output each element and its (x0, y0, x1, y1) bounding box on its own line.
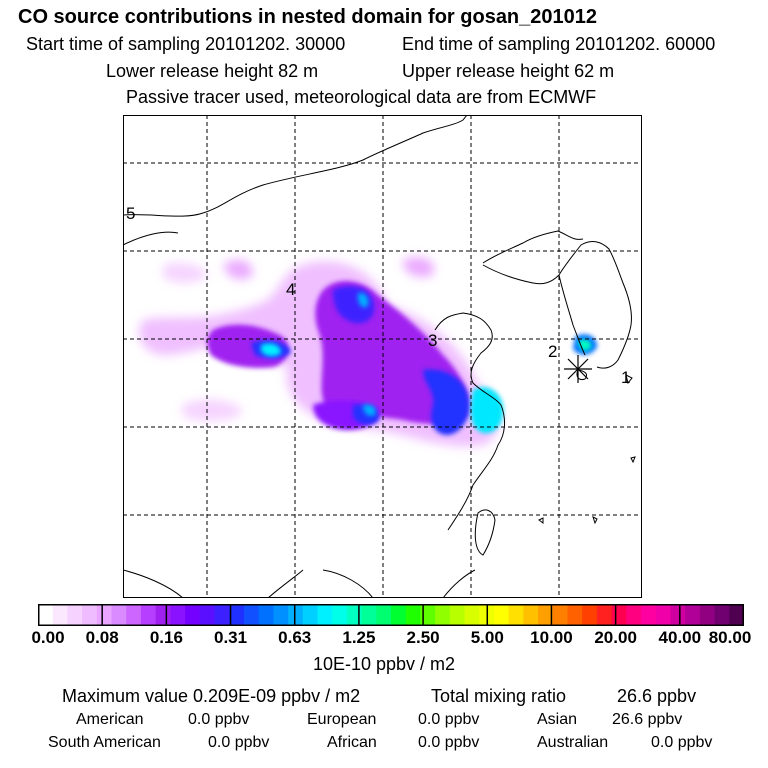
colorbar-swatch (626, 604, 642, 626)
colorbar-units: 10E-10 ppbv / m2 (312, 654, 456, 674)
colorbar-swatch (288, 604, 304, 626)
point-label-3: 3 (428, 331, 437, 350)
colorbar-tick-label: 1.25 (342, 628, 376, 647)
graticule (123, 115, 642, 598)
colorbar-swatch (699, 604, 716, 626)
colorbar-swatch (596, 604, 613, 626)
colorbar-swatch (729, 604, 744, 626)
source-value: 0.0 ppbv (208, 734, 270, 751)
total-mixing-label: Total mixing ratio (431, 686, 567, 706)
source-value: 26.6 ppbv (612, 711, 683, 728)
colorbar-swatch (52, 604, 69, 626)
colorbar-tick-label: 0.00 (31, 628, 65, 647)
source-value: 0.0 ppbv (651, 734, 713, 751)
source-name: European (307, 711, 377, 728)
colorbar-tick-label: 10.00 (530, 628, 573, 647)
colorbar-tick-label: 40.00 (658, 628, 702, 647)
source-value: 0.0 ppbv (188, 711, 250, 728)
colorbar-swatch (405, 604, 422, 626)
colorbar-swatch (655, 604, 672, 626)
colorbar-tick-label: 0.63 (278, 628, 312, 647)
map-frame (123, 115, 642, 598)
colorbar-swatch (523, 604, 539, 626)
point-label-4: 4 (286, 280, 295, 299)
colorbar-swatch (170, 604, 186, 626)
colorbar-swatch (464, 604, 480, 626)
colorbar-swatch (67, 604, 83, 626)
colorbar-swatch (229, 604, 245, 626)
colorbar-swatch (96, 604, 113, 626)
source-value: 0.0 ppbv (418, 711, 480, 728)
source-name: Asian (537, 711, 578, 728)
colorbar-swatch (361, 604, 377, 626)
end-time-label: End time of sampling 20101202. 60000 (402, 34, 716, 54)
point-label-1: 1 (621, 368, 630, 387)
colorbar-swatch (582, 604, 598, 626)
colorbar-swatch (376, 604, 392, 626)
colorbar-tick-label: 5.00 (470, 628, 504, 647)
source-name: American (76, 711, 144, 728)
colorbar-swatch (538, 604, 554, 626)
source-name: South American (48, 734, 161, 751)
colorbar-swatch (567, 604, 583, 626)
colorbar-swatch (420, 604, 436, 626)
colorbar-swatch (670, 604, 686, 626)
colorbar-swatch (641, 604, 657, 626)
colorbar-swatch (258, 604, 274, 626)
colorbar-swatch (82, 604, 98, 626)
colorbar-swatch (449, 604, 466, 626)
colorbar-swatch (435, 604, 451, 626)
tracer-note: Passive tracer used, meteorological data… (126, 87, 597, 107)
source-name: African (327, 734, 377, 751)
source-value: 0.0 ppbv (418, 734, 480, 751)
colorbar-swatch (685, 604, 701, 626)
colorbar-swatch (714, 604, 730, 626)
colorbar (38, 604, 744, 626)
colorbar-swatch (126, 604, 142, 626)
colorbar-swatch (493, 604, 510, 626)
colorbar-tick-label: 20.00 (594, 628, 637, 647)
source-name: Australian (537, 734, 609, 751)
source-map: 1 2 3 4 5 (123, 115, 642, 598)
colorbar-tick-label: 0.16 (149, 628, 183, 647)
colorbar-frame (38, 604, 744, 626)
colorbar-swatch (38, 604, 54, 626)
colorbar-tick-label: 2.50 (406, 628, 440, 647)
colorbar-swatch (611, 604, 627, 626)
colorbar-swatch (346, 604, 363, 626)
lower-release-label: Lower release height 82 m (106, 61, 319, 81)
point-label-2: 2 (548, 342, 557, 361)
colorbar-swatch (185, 604, 201, 626)
colorbar-swatch (317, 604, 333, 626)
concentration-field (139, 257, 597, 447)
colorbar-tick-label: 0.08 (85, 628, 119, 647)
plot-title: CO source contributions in nested domain… (18, 6, 598, 28)
colorbar-swatch (155, 604, 171, 626)
colorbar-swatch (273, 604, 289, 626)
start-time-label: Start time of sampling 20101202. 30000 (26, 34, 346, 54)
colorbar-swatch (140, 604, 157, 626)
total-mixing-value: 26.6 ppbv (617, 686, 697, 706)
point-label-5: 5 (126, 204, 135, 223)
colorbar-swatch (199, 604, 216, 626)
maximum-value-label: Maximum value 0.209E-09 ppbv / m2 (62, 686, 361, 706)
coastlines (123, 115, 636, 598)
colorbar-swatch (508, 604, 524, 626)
colorbar-tick-label: 0.31 (213, 628, 248, 647)
colorbar-swatch (111, 604, 127, 626)
colorbar-swatch (332, 604, 348, 626)
colorbar-swatch (243, 604, 260, 626)
colorbar-swatch (302, 604, 319, 626)
colorbar-swatch (552, 604, 569, 626)
colorbar-swatch (391, 604, 407, 626)
upper-release-label: Upper release height 62 m (402, 61, 615, 81)
receptor-marker (564, 355, 592, 383)
colorbar-tick-label: 80.00 (708, 628, 752, 647)
colorbar-swatch (214, 604, 230, 626)
